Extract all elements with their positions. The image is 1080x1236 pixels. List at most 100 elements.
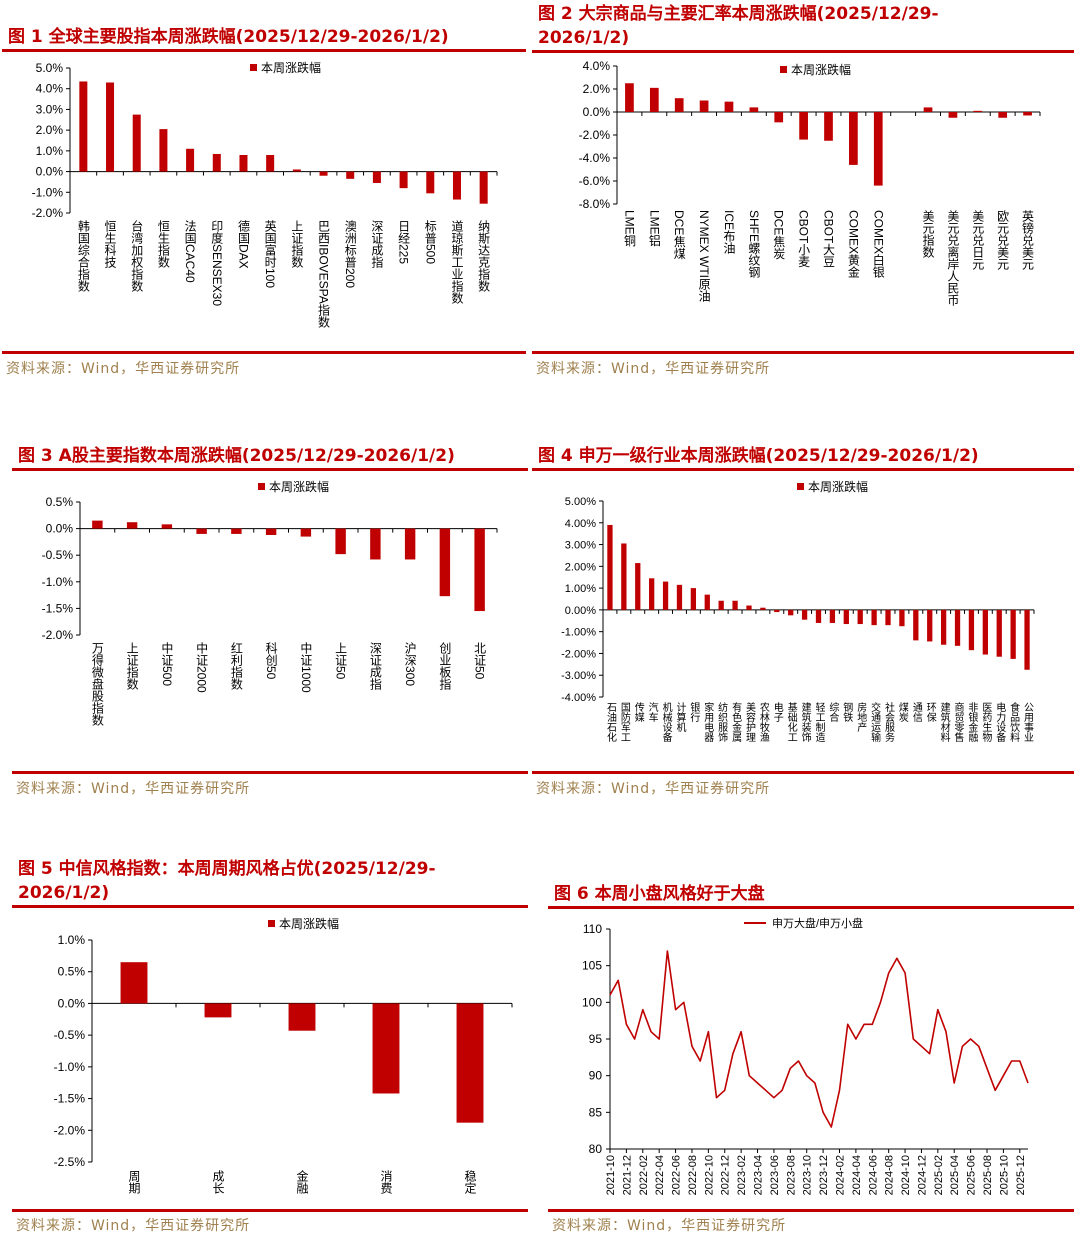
chart-4-category-label: 国防军工 <box>618 702 630 742</box>
chart-4-category-label: 通信 <box>910 702 922 723</box>
chart-6-x-tick-label: 2025-04 <box>949 1155 961 1195</box>
chart-1-category-label: 标普500 <box>423 220 437 265</box>
chart-2-category-label: LME铜 <box>622 210 636 247</box>
chart-1-bar <box>319 171 328 176</box>
chart-4-category-label: 电力设备 <box>994 701 1006 743</box>
chart-3-bottom-rule <box>12 771 528 774</box>
chart-2-bar <box>699 100 709 112</box>
chart-4-category-label: 房地产 <box>855 701 867 733</box>
chart-4-bar <box>662 581 669 610</box>
chart-1-bar <box>346 171 355 179</box>
chart-2-category-label: DCE焦炭 <box>772 210 786 260</box>
chart-6-x-tick-label: 2024-08 <box>884 1155 896 1195</box>
chart-1-category-label: 澳洲标普200 <box>343 220 357 289</box>
chart-1-bar <box>266 155 275 172</box>
chart-5-y-tick-label: -2.0% <box>54 1123 86 1137</box>
chart-4-bar <box>996 609 1002 657</box>
chart-1-y-tick-label: -2.0% <box>32 206 64 220</box>
chart-6-x-tick-label: 2022-12 <box>720 1155 732 1195</box>
chart-5-bar <box>204 1003 232 1018</box>
chart-4-category-label: 交通运输 <box>869 701 881 743</box>
chart-2-legend-swatch <box>780 66 787 73</box>
chart-2-bar <box>774 112 784 123</box>
chart-1-category-label: 道琼斯工业指数 <box>450 220 464 305</box>
chart-4-bar <box>760 607 766 610</box>
chart-4-bar <box>885 609 891 626</box>
chart-1-bar <box>479 171 488 204</box>
chart-1-bar <box>399 171 408 189</box>
chart-4-category-label: 农林牧渔 <box>757 701 769 743</box>
chart-2-category-label: ICE布油 <box>722 210 736 254</box>
chart-4-category-label: 建筑材料 <box>938 701 950 743</box>
chart-4-source: 资料来源：Wind，华西证券研究所 <box>536 781 771 797</box>
chart-1-bar <box>106 82 115 172</box>
chart-4-category-label: 基础化工 <box>785 701 797 742</box>
chart-4-bar <box>621 543 627 610</box>
chart-1-category-label: 恒生指数 <box>156 220 170 269</box>
chart-3-y-tick-label: -1.5% <box>42 601 74 615</box>
chart-5-bar <box>288 1003 316 1031</box>
chart-6-x-tick-label: 2023-02 <box>736 1155 748 1195</box>
chart-3-legend-label: 本周涨跌幅 <box>269 479 329 494</box>
chart-6-x-tick-label: 2025-08 <box>982 1155 994 1195</box>
chart-1-category-label: 巴西IBOVESPA指数 <box>317 220 331 328</box>
chart-6-x-tick-label: 2023-08 <box>785 1155 797 1195</box>
chart-1-bar <box>452 171 461 200</box>
chart-4-bar <box>940 609 947 645</box>
chart-2-y-tick-label: 2.0% <box>583 82 611 96</box>
chart-2-category-label: 美元指数 <box>921 210 935 259</box>
chart-5-legend-swatch <box>268 920 275 927</box>
chart-2-category-label: SHFE螺纹钢 <box>747 210 761 278</box>
chart-6-y-tick-label: 80 <box>589 1142 603 1156</box>
chart-4-category-label: 石油石化 <box>604 702 616 742</box>
chart-2-category-label: 美元兑日元 <box>971 210 985 271</box>
chart-4-category-label: 家用电器 <box>702 701 714 743</box>
chart-2-category-label: COMEX黄金 <box>846 210 860 278</box>
chart-1-bar <box>132 114 141 172</box>
chart-1-category-label: 英国富时100 <box>263 220 277 289</box>
chart-4-bar <box>913 609 919 641</box>
chart-4-category-label: 银行 <box>688 701 700 723</box>
chart-6-x-tick-label: 2023-04 <box>753 1155 765 1195</box>
chart-4-category-label: 机械设备 <box>660 701 672 743</box>
chart-5-title: 图 5 中信风格指数：本周周期风格占优(2025/12/29-2026/1/2) <box>12 857 528 908</box>
chart-4-category-label: 煤炭 <box>896 701 908 723</box>
chart-1-y-tick-label: 1.0% <box>36 144 64 158</box>
chart-2-bar <box>724 101 734 112</box>
chart-6-x-tick-label: 2024-10 <box>900 1155 912 1195</box>
chart-6-x-tick-label: 2022-08 <box>687 1155 699 1195</box>
chart-4-category-label: 食品饮料 <box>1008 701 1020 743</box>
chart-4-bar <box>676 584 683 610</box>
chart-4-category-label: 电子 <box>771 701 783 722</box>
chart-3-bar <box>404 528 416 560</box>
chart-4-category-label: 环保 <box>924 702 936 723</box>
chart-3-bar <box>474 528 485 612</box>
chart-3-bar <box>265 528 277 535</box>
chart-5-source: 资料来源：Wind，华西证券研究所 <box>16 1218 251 1234</box>
chart-1-legend-swatch <box>250 64 257 71</box>
chart-2-category-label: 欧元兑美元 <box>996 210 1010 271</box>
chart-3-y-tick-label: -0.5% <box>42 548 74 562</box>
chart-3-category-label: 红利指数 <box>229 641 243 691</box>
chart-4-y-tick-label: -1.00% <box>561 627 596 639</box>
chart-2-y-tick-label: 0.0% <box>583 105 611 119</box>
chart-5-category-label: 消费 <box>379 1170 393 1194</box>
chart-5-legend-label: 本周涨跌幅 <box>279 916 339 931</box>
chart-2-category-label: CBOT小麦 <box>797 210 811 268</box>
chart-6-bottom-rule <box>548 1209 1074 1212</box>
chart-4-category-label: 有色金属 <box>730 701 742 743</box>
chart-6-x-tick-label: 2021-12 <box>621 1155 633 1195</box>
chart-4-y-tick-label: -4.00% <box>561 692 596 704</box>
chart-4-bar <box>982 609 988 655</box>
chart-4-legend-swatch <box>797 483 804 490</box>
chart-4-bar <box>1010 609 1016 659</box>
chart-3-source: 资料来源：Wind，华西证券研究所 <box>16 781 251 797</box>
chart-6-x-tick-label: 2022-06 <box>671 1155 683 1195</box>
chart-1-category-label: 日经225 <box>397 220 411 264</box>
chart-4-y-tick-label: 3.00% <box>565 540 596 552</box>
chart-3-bar <box>126 522 138 529</box>
chart-2-category-label: 英镑兑美元 <box>1021 210 1035 271</box>
chart-4-legend-label: 本周涨跌幅 <box>808 479 868 494</box>
chart-1-category-label: 上证指数 <box>290 220 304 269</box>
chart-4-bar <box>649 578 655 610</box>
